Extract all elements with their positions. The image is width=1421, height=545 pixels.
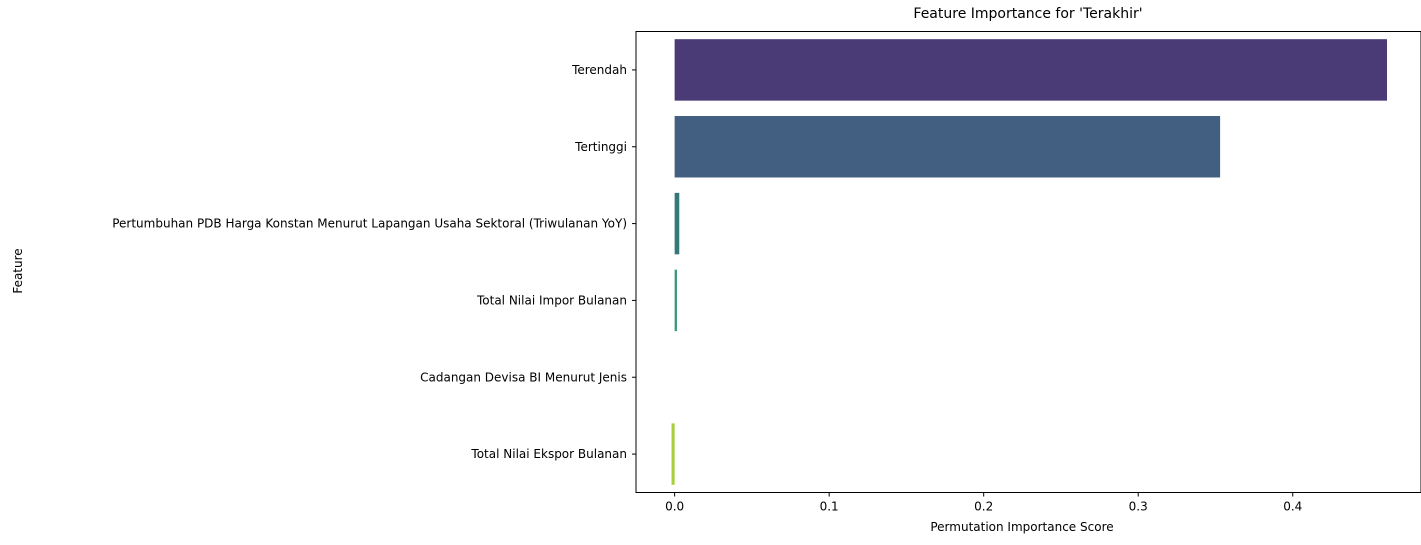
x-tick-label: 0.2 [974,500,993,514]
bar-0 [674,39,1388,101]
bar-3 [674,269,677,332]
y-tick-label: Tertinggi [574,140,627,154]
bar-5 [671,423,675,485]
y-ticks-group: Terendah Tertinggi Pertumbuhan PDB Harga K… [112,63,636,461]
y-tick-label: Total Nilai Impor Bulanan [476,293,627,307]
bar-1 [674,116,1221,178]
x-tick-label: 0.4 [1283,500,1302,514]
x-ticks-group: 0.0 0.1 0.2 0.3 0.4 [665,492,1302,514]
y-axis-title: Feature [11,248,25,293]
bar-2 [674,192,680,255]
x-tick-label: 0.1 [820,500,839,514]
x-axis-title: Permutation Importance Score [930,520,1113,534]
y-tick-label: Total Nilai Ekspor Bulanan [470,447,627,461]
x-tick-label: 0.3 [1129,500,1148,514]
chart-title: Feature Importance for 'Terakhir' [913,6,1142,22]
plot-frame [635,31,1421,493]
y-tick-label: Cadangan Devisa BI Menurut Jenis [420,370,627,384]
y-tick-label: Pertumbuhan PDB Harga Konstan Menurut La… [112,217,627,231]
bars-group [671,39,1388,485]
y-tick-label: Terendah [571,63,627,77]
x-tick-label: 0.0 [665,500,684,514]
